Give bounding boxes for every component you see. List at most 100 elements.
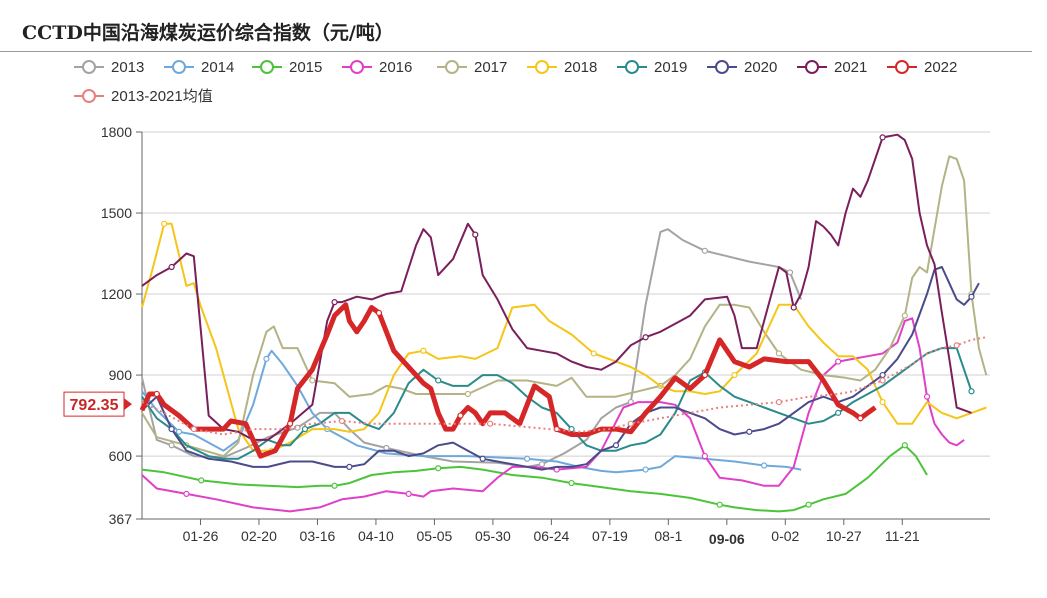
legend-label: 2017 (474, 59, 507, 76)
series-point[interactable] (168, 263, 175, 271)
series-line-2016[interactable] (141, 317, 965, 513)
series-point[interactable] (435, 465, 442, 472)
series-point[interactable] (775, 398, 783, 406)
series-point[interactable] (879, 134, 886, 141)
legend-label: 2014 (201, 59, 234, 76)
series-point[interactable] (153, 390, 160, 398)
series-point[interactable] (746, 428, 753, 435)
legend-item-2017[interactable]: 2017 (437, 59, 507, 76)
series-point[interactable] (538, 461, 546, 468)
series-point[interactable] (901, 442, 908, 449)
legend-label: 2019 (654, 59, 687, 76)
legend-swatch-marker (535, 60, 549, 74)
legend-item-2015[interactable]: 2015 (252, 59, 322, 76)
x-tick-label: 0-02 (771, 528, 799, 544)
series-point[interactable] (198, 477, 205, 484)
series-point[interactable] (168, 442, 175, 449)
series-point[interactable] (701, 371, 708, 379)
series-point[interactable] (642, 334, 649, 341)
series-line-2018[interactable] (141, 222, 987, 452)
series-point[interactable] (879, 398, 886, 406)
x-axis: 01-26 02-20 03-16 04-10 05-05 05-30 06-24 07-19… (142, 518, 990, 547)
series-point[interactable] (375, 309, 383, 317)
legend-label: 2018 (564, 59, 597, 76)
legend[interactable]: 2013 2014 2015 2016 2017 2018 2019 2020 2021 2022… (74, 59, 957, 105)
y-tick-label: 600 (109, 448, 133, 464)
series-point[interactable] (879, 371, 886, 379)
series-point[interactable] (835, 358, 842, 365)
series-point[interactable] (457, 412, 464, 419)
legend-swatch-marker (82, 89, 96, 103)
series-point[interactable] (331, 482, 338, 489)
legend-item-2019[interactable]: 2019 (617, 59, 687, 76)
series-point[interactable] (857, 415, 864, 422)
series-point[interactable] (731, 371, 738, 379)
x-tick-label: 08-1 (654, 528, 682, 544)
series-point[interactable] (716, 501, 723, 508)
series-point[interactable] (775, 350, 783, 357)
series-point[interactable] (263, 355, 270, 362)
series-point[interactable] (464, 390, 471, 398)
x-tick-label: 07-19 (592, 528, 628, 544)
legend-item-2016[interactable]: 2016 (342, 59, 412, 76)
series-point[interactable] (835, 409, 842, 416)
series-line-2020[interactable] (141, 266, 980, 471)
legend-swatch-marker (350, 60, 364, 74)
current-value-pointer (124, 398, 132, 411)
legend-item-2022[interactable]: 2022 (887, 59, 957, 76)
series-point[interactable] (524, 455, 531, 462)
legend-swatch-marker (445, 60, 459, 74)
series-point[interactable] (472, 231, 479, 238)
series-point[interactable] (761, 462, 768, 469)
series-line-2017[interactable] (141, 155, 988, 458)
series-point[interactable] (968, 293, 975, 300)
legend-item-2013[interactable]: 2013 (74, 59, 144, 76)
series-point[interactable] (805, 501, 812, 508)
legend-item-2021[interactable]: 2021 (797, 59, 867, 76)
series-point[interactable] (190, 425, 197, 433)
series-point[interactable] (786, 269, 794, 276)
series-point[interactable] (901, 312, 908, 319)
series-point[interactable] (701, 452, 708, 460)
series-point[interactable] (486, 420, 494, 427)
series-point[interactable] (405, 490, 412, 497)
series-point[interactable] (331, 299, 338, 306)
legend-item-2014[interactable]: 2014 (164, 59, 234, 76)
series-point[interactable] (338, 417, 346, 425)
series-point[interactable] (701, 247, 708, 254)
series-point[interactable] (612, 442, 620, 449)
series-line-2021[interactable] (141, 133, 972, 441)
series-point[interactable] (790, 304, 797, 311)
series-point[interactable] (287, 420, 294, 427)
series-point[interactable] (175, 428, 183, 435)
series-point[interactable] (183, 490, 190, 497)
series-point[interactable] (642, 466, 649, 473)
series-point[interactable] (627, 420, 634, 427)
series-point[interactable] (968, 388, 975, 395)
y-tick-label: 1800 (101, 124, 132, 140)
series-point[interactable] (953, 342, 960, 349)
current-value-box (63, 391, 125, 417)
series-point[interactable] (568, 479, 575, 487)
legend-item-2020[interactable]: 2020 (707, 59, 777, 76)
x-tick-label: 05-30 (475, 528, 511, 544)
x-tick-label: 10-27 (826, 528, 862, 544)
series-point[interactable] (420, 347, 427, 354)
series-point[interactable] (161, 220, 168, 227)
series-point[interactable] (168, 425, 175, 433)
legend-label: 2020 (744, 59, 777, 76)
series-line-2019[interactable] (141, 347, 973, 460)
series-point[interactable] (309, 377, 316, 384)
legend-swatch-marker (260, 60, 274, 74)
series-point[interactable] (879, 377, 886, 384)
legend-item-2013-2021均值[interactable]: 2013-2021均值 (74, 88, 213, 105)
x-tick-label: 03-16 (300, 528, 336, 544)
series-point[interactable] (479, 455, 486, 462)
legend-item-2018[interactable]: 2018 (527, 59, 597, 76)
series-point[interactable] (301, 425, 309, 433)
series-point[interactable] (435, 377, 442, 384)
series-point[interactable] (923, 393, 931, 400)
series-point[interactable] (590, 350, 597, 357)
series-point[interactable] (346, 463, 353, 470)
